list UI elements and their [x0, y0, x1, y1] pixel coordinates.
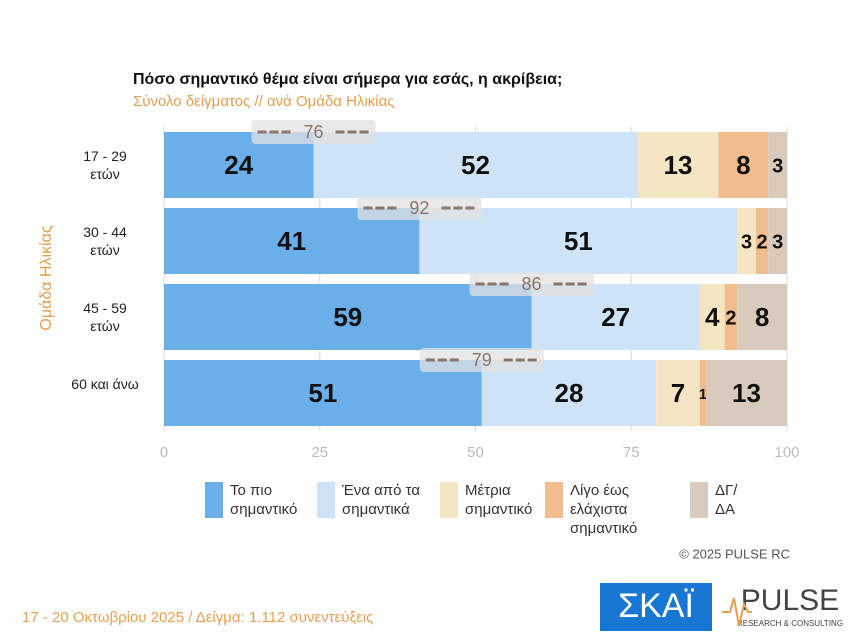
data-label: 3 — [772, 231, 783, 253]
data-label: 8 — [736, 150, 750, 180]
legend-swatch — [440, 482, 458, 518]
legend-label: Μέτρια σημαντικό — [465, 482, 533, 518]
bar-segment — [699, 360, 707, 426]
data-label: 3 — [772, 155, 783, 177]
data-label: 27 — [601, 302, 630, 332]
bar-segment — [699, 284, 725, 350]
pulse-logo-wave — [722, 597, 752, 627]
data-label: 1 — [699, 386, 707, 403]
x-tick-label: 100 — [774, 444, 799, 461]
total-label: 86 — [522, 274, 542, 294]
total-badge — [251, 120, 376, 144]
legend-label: Λίγο έως ελάχιστα σημαντικό — [570, 482, 638, 537]
legend-label: Ένα από τα σημαντικά — [342, 482, 421, 518]
x-tick-label: 0 — [160, 444, 168, 461]
bar-segment — [768, 132, 787, 198]
total-badge — [419, 348, 544, 372]
bar-segment — [755, 208, 769, 274]
bar-segment — [768, 208, 787, 274]
data-label: 24 — [224, 150, 253, 180]
pulse-logo: PULSE — [741, 584, 839, 617]
pulse-logo-sub: RESEARCH & CONSULTING — [737, 619, 843, 628]
total-badge — [469, 272, 594, 296]
data-label: 59 — [333, 302, 362, 332]
x-tick-label: 75 — [623, 444, 640, 461]
total-badge — [357, 196, 482, 220]
data-label: 3 — [741, 231, 752, 253]
data-label: 51 — [308, 378, 337, 408]
copyright: © 2025 PULSE RC — [679, 546, 790, 561]
legend-swatch — [545, 482, 563, 518]
chart-title: Πόσο σημαντικό θέμα είναι σήμερα για εσά… — [133, 71, 562, 88]
data-label: 41 — [277, 226, 306, 256]
bar-segment — [718, 132, 769, 198]
skai-logo-box — [600, 583, 712, 631]
y-tick-label: 60 και άνω — [71, 376, 139, 392]
data-label: 8 — [755, 302, 769, 332]
legend-swatch — [690, 482, 708, 518]
chart-subtitle: Σύνολο δείγματος // ανά Ομάδα Ηλικίας — [133, 93, 395, 110]
data-label: 4 — [705, 302, 720, 332]
bar-segment — [737, 208, 756, 274]
y-tick-label: 45 - 59 ετών — [83, 300, 127, 334]
y-axis-label: Ομάδα Ηλικίας — [38, 225, 55, 330]
legend-label: Το πιο σημαντικό — [230, 482, 298, 518]
data-label: 7 — [671, 378, 685, 408]
footer: 17 - 20 Οκτωβρίου 2025 / Δείγμα: 1.112 σ… — [22, 609, 373, 626]
data-label: 51 — [564, 226, 593, 256]
data-label: 2 — [757, 231, 768, 253]
bar-segment — [164, 284, 532, 350]
bar-segment — [724, 284, 738, 350]
data-label: 13 — [732, 378, 761, 408]
bar-segment — [656, 360, 700, 426]
legend-swatch — [317, 482, 335, 518]
y-tick-label: 30 - 44 ετών — [83, 224, 127, 258]
legend-label: ΔΓ/ΔΑ — [715, 482, 738, 518]
total-label: 92 — [409, 198, 429, 218]
skai-logo: ΣΚΑΪ — [618, 587, 694, 625]
data-label: 2 — [725, 307, 736, 329]
legend-swatch — [205, 482, 223, 518]
data-label: 28 — [554, 378, 583, 408]
data-label: 13 — [664, 150, 693, 180]
data-label: 52 — [461, 150, 490, 180]
total-label: 76 — [304, 122, 324, 142]
bar-segment — [737, 284, 787, 350]
bar-segment — [637, 132, 719, 198]
y-tick-label: 17 - 29 ετών — [83, 148, 127, 182]
bar-segment — [706, 360, 787, 426]
x-tick-label: 50 — [467, 444, 484, 461]
total-label: 79 — [472, 350, 492, 370]
x-tick-label: 25 — [311, 444, 328, 461]
